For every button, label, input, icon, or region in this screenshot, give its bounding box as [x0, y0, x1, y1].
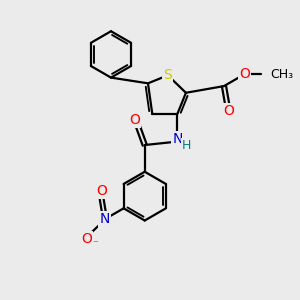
Text: O: O: [239, 67, 250, 81]
Text: S: S: [164, 68, 172, 82]
Text: O: O: [129, 113, 140, 127]
Text: N: N: [172, 132, 183, 146]
Text: ⁻: ⁻: [92, 239, 98, 249]
Text: O: O: [96, 184, 107, 198]
Text: H: H: [182, 139, 191, 152]
Text: CH₃: CH₃: [270, 68, 293, 81]
Text: N: N: [99, 212, 110, 226]
Text: O: O: [81, 232, 92, 246]
Text: O: O: [223, 104, 234, 118]
